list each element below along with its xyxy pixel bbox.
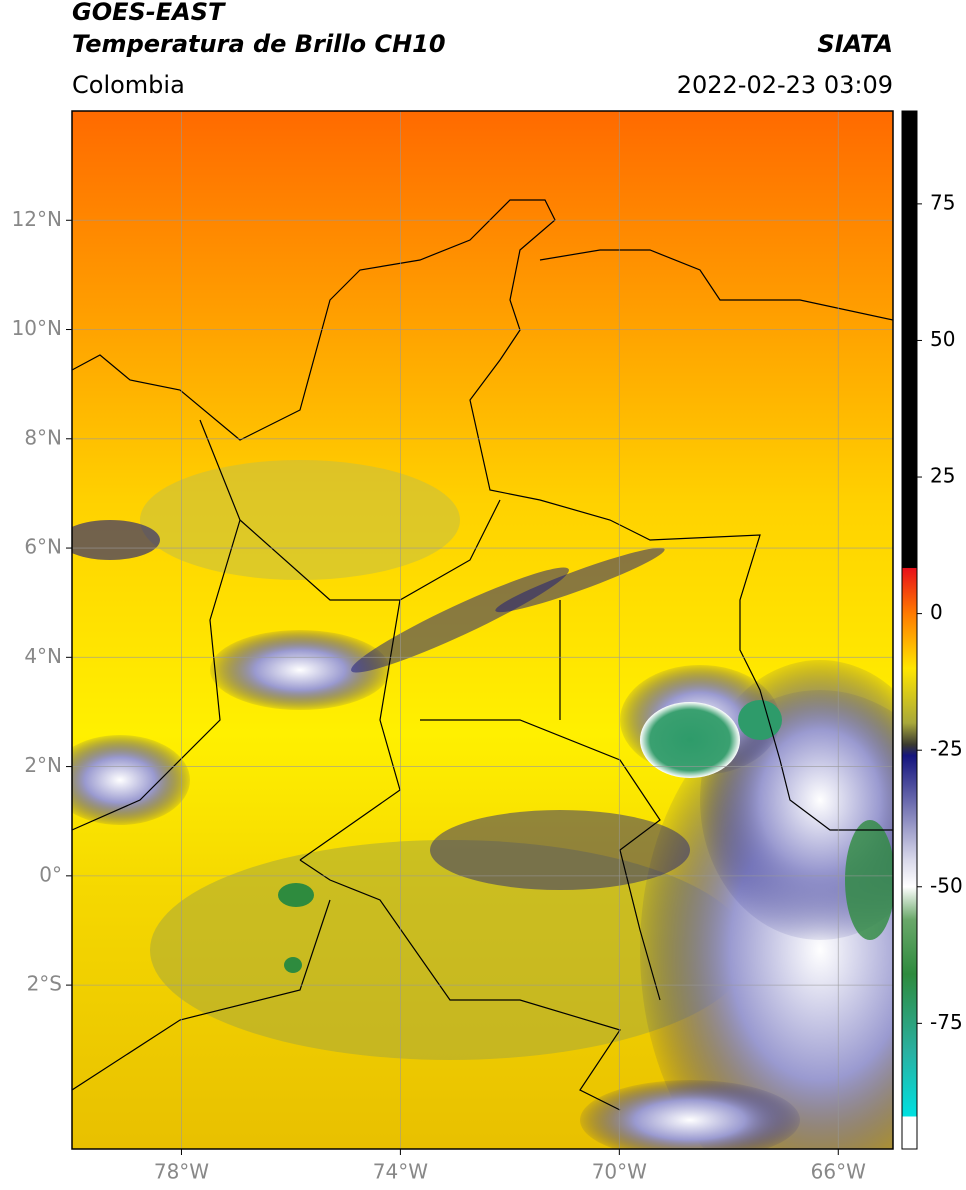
colorbar-tick-label: 25 — [930, 464, 955, 488]
lat-tick-label: 2°S — [27, 972, 62, 996]
map-image — [72, 111, 893, 1149]
timestamp: 2022-02-23 03:09 — [677, 71, 893, 99]
lat-tick-label: 10°N — [12, 316, 62, 340]
colorbar-tick-label: 0 — [930, 600, 943, 624]
colorbar-tick-label: -50 — [930, 873, 963, 897]
colorbar-tick-label: -75 — [930, 1010, 963, 1034]
region: Colombia — [72, 71, 185, 99]
title-line1: GOES-EAST — [72, 0, 226, 26]
lon-tick-label: 74°W — [373, 1160, 428, 1184]
lat-tick-label: 2°N — [24, 753, 62, 777]
graticule — [72, 111, 893, 1149]
lat-tick-label: 12°N — [12, 207, 62, 231]
lat-tick-label: 6°N — [24, 535, 62, 559]
lat-tick-label: 0° — [39, 862, 62, 886]
map-frame — [71, 110, 894, 1150]
title-line2: Temperatura de Brillo CH10 — [72, 30, 446, 58]
lat-tick-label: 8°N — [24, 425, 62, 449]
lon-tick-label: 66°W — [811, 1160, 866, 1184]
lat-tick-label: 4°N — [24, 644, 62, 668]
colorbar — [901, 110, 918, 1150]
source: SIATA — [817, 30, 893, 58]
colorbar-tick-label: 50 — [930, 327, 955, 351]
lon-tick-label: 78°W — [154, 1160, 209, 1184]
colorbar-tick-label: 75 — [930, 190, 955, 214]
colorbar-tick-label: -25 — [930, 737, 963, 761]
lon-tick-label: 70°W — [592, 1160, 647, 1184]
